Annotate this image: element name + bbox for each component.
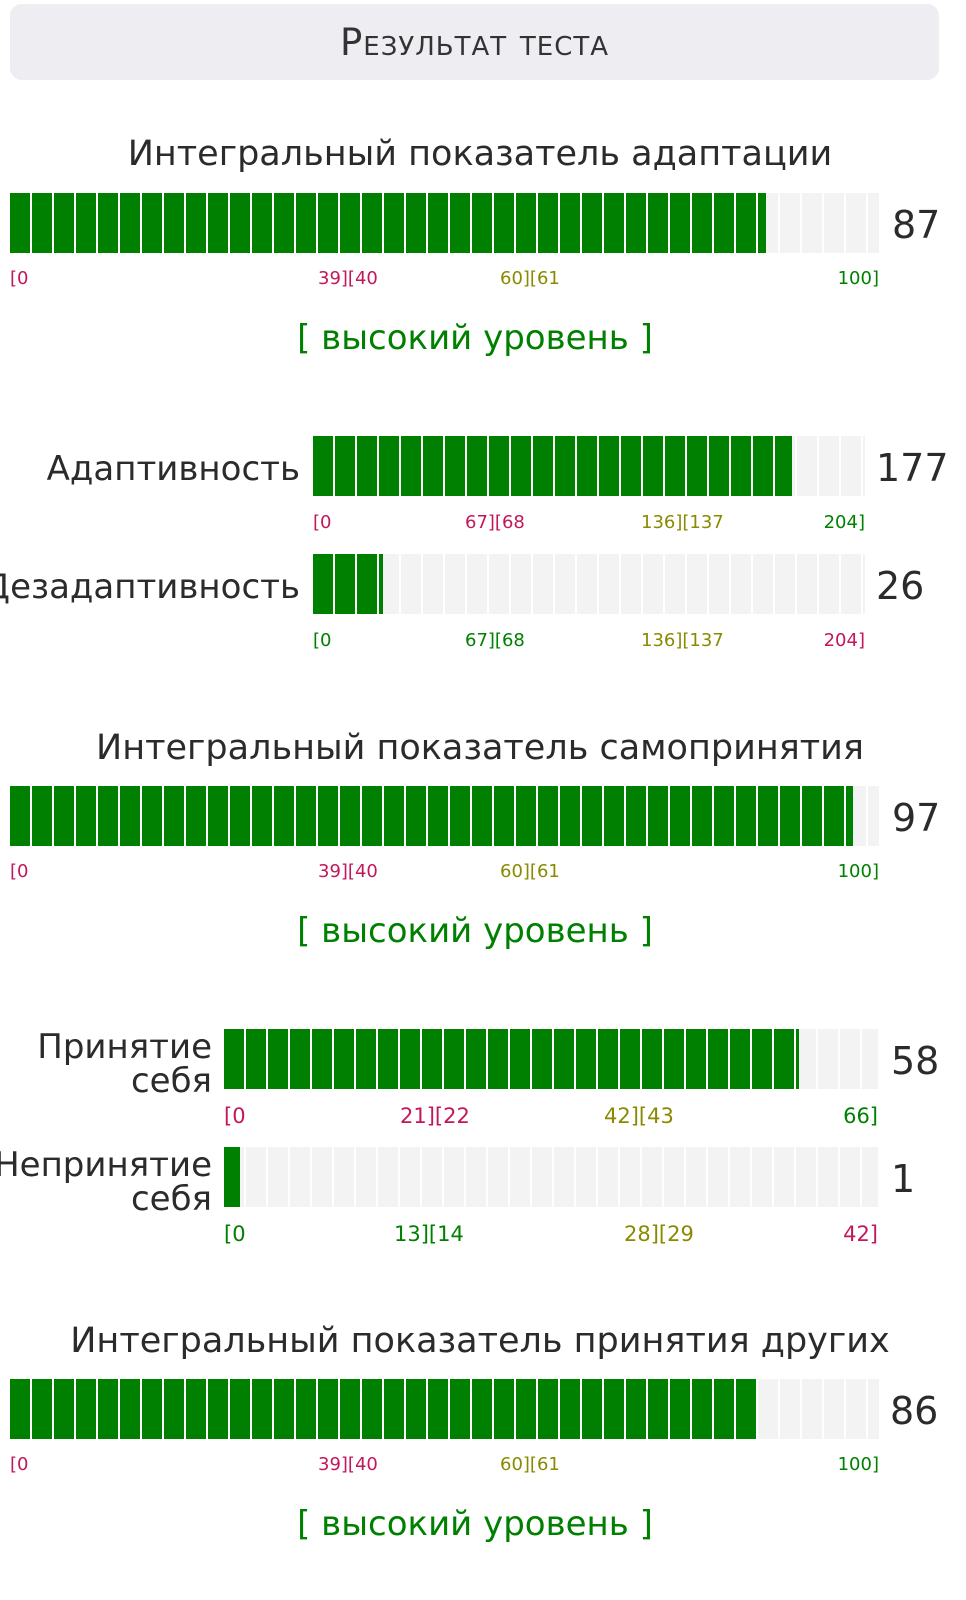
scale-tick: 100] [837,1454,879,1475]
acceptance-bar [224,1029,878,1089]
scale-tick: 39][40 [318,861,378,882]
maladaptivity-bar [313,554,865,614]
non-acceptance-label-line2: себя [130,1179,212,1219]
maladaptivity-scale: [0 67][68 136][137 204] [313,630,865,654]
adaptivity-bar [313,436,865,496]
adaptivity-bar-fill [313,436,793,496]
adaptation-value: 87 [892,203,941,247]
scale-tick: [0 [313,630,332,651]
adaptation-bar [10,193,879,253]
page-title: Результат теста [339,20,610,64]
others-acceptance-level: [ высокий уровень ] [297,1504,653,1544]
self-acceptance-value: 97 [892,796,941,840]
scale-tick: 136][137 [641,630,724,651]
self-acceptance-scale: [0 39][40 60][61 100] [10,861,879,885]
non-acceptance-label-line1: Непринятие [0,1145,212,1185]
scale-tick: 60][61 [500,861,560,882]
scale-tick: 39][40 [318,268,378,289]
scale-tick: 21][22 [400,1104,470,1128]
scale-tick: [0 [10,1454,29,1475]
acceptance-bar-fill [224,1029,799,1089]
scale-tick: 67][68 [465,630,525,651]
non-acceptance-value: 1 [891,1157,916,1201]
adaptation-scale: [0 39][40 60][61 100] [10,268,879,292]
non-acceptance-bar [224,1147,878,1207]
scale-tick: [0 [313,512,332,533]
scale-tick: 136][137 [641,512,724,533]
scale-tick: 100] [837,861,879,882]
scale-tick: 67][68 [465,512,525,533]
scale-tick: 13][14 [394,1222,464,1246]
others-acceptance-bar [10,1379,879,1439]
adaptivity-scale: [0 67][68 136][137 204] [313,512,865,536]
scale-tick: 42] [843,1222,878,1246]
scale-tick-text: 39][40 [318,268,378,289]
maladaptivity-bar-fill [313,554,384,614]
scale-tick: 39][40 [318,1454,378,1475]
adaptation-bar-fill [10,193,767,253]
adaptivity-label: Адаптивность [46,449,300,489]
non-acceptance-bar-fill [224,1147,240,1207]
result-header: Результат теста [10,4,939,80]
self-acceptance-title: Интегральный показатель самопринятия [96,728,864,768]
self-acceptance-bar [10,786,879,846]
scale-tick: 60][61 [500,1454,560,1475]
maladaptivity-label: Дезадаптивность [0,567,300,607]
maladaptivity-value: 26 [876,564,925,608]
others-acceptance-scale: [0 39][40 60][61 100] [10,1454,879,1478]
scale-tick: 66] [843,1104,878,1128]
self-acceptance-level: [ высокий уровень ] [297,911,653,951]
scale-tick: [0 [224,1104,246,1128]
scale-tick: 204] [823,512,865,533]
acceptance-value: 58 [891,1039,940,1083]
scale-tick: [0 [224,1222,246,1246]
others-acceptance-value: 86 [890,1389,939,1433]
scale-tick: 28][29 [624,1222,694,1246]
scale-tick: 204] [823,630,865,651]
scale-tick: 100] [837,268,879,289]
acceptance-scale: [0 21][22 42][43 66] [224,1104,878,1128]
adaptivity-value: 177 [876,446,949,490]
scale-tick: [0 [10,861,29,882]
acceptance-label-line1: Принятие [37,1027,212,1067]
scale-tick: [0 [10,268,29,289]
adaptation-level: [ высокий уровень ] [297,318,653,358]
self-acceptance-bar-fill [10,786,853,846]
others-acceptance-bar-fill [10,1379,758,1439]
acceptance-label: Принятие себя [37,1030,212,1098]
non-acceptance-scale: [0 13][14 28][29 42] [224,1222,878,1246]
scale-tick: 60][61 [500,268,560,289]
acceptance-label-line2: себя [130,1061,212,1101]
scale-tick: 42][43 [604,1104,674,1128]
non-acceptance-label: Непринятие себя [0,1148,212,1216]
adaptation-title: Интегральный показатель адаптации [127,134,833,174]
others-acceptance-title: Интегральный показатель принятия других [70,1321,890,1361]
